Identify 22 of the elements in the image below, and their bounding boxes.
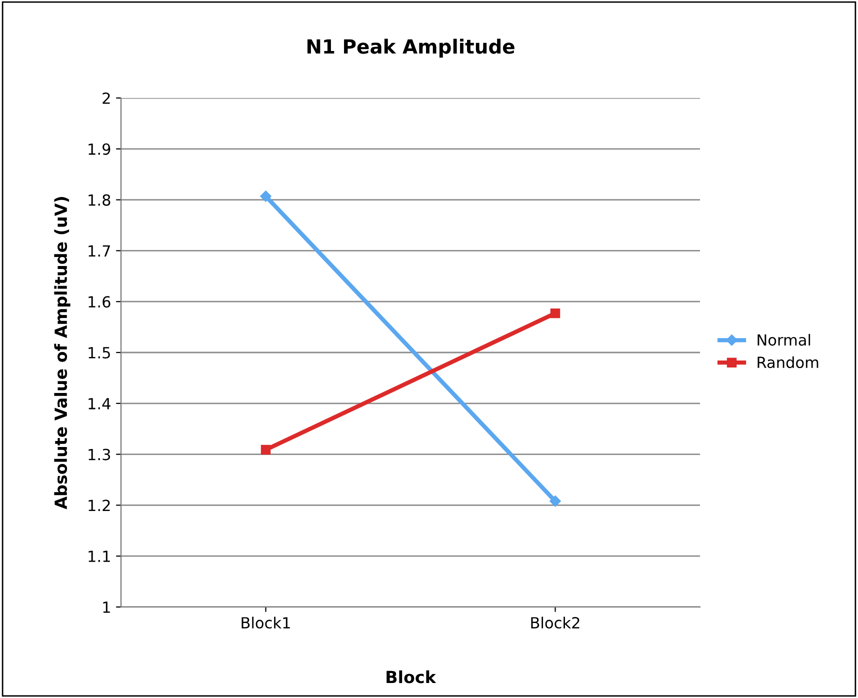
y-tick-label: 1.4: [88, 398, 110, 410]
x-axis-title: Block: [386, 670, 436, 684]
legend-label: Random: [758, 356, 818, 368]
y-tick-label: 1.7: [88, 245, 110, 257]
legend-label: Normal: [758, 334, 810, 346]
chart-title: N1 Peak Amplitude: [307, 38, 514, 58]
y-tick-label: 1.6: [88, 296, 110, 308]
point: [550, 496, 561, 507]
point: [550, 308, 560, 318]
y-tick-label: 1.2: [88, 500, 110, 512]
y-tick-label: 2: [102, 92, 110, 104]
point: [260, 444, 271, 455]
x-tick-label: Block1: [242, 616, 290, 629]
y-tick-label: 1: [103, 602, 110, 613]
point: [260, 190, 272, 202]
y-tick-label: 1.9: [88, 143, 110, 155]
y-axis-title: Absolute Value of Amplitude (uV): [54, 197, 70, 510]
y-tick-label: 1.1: [88, 550, 110, 562]
x-tick-label: Block2: [531, 616, 580, 629]
y-tick-label: 1.3: [88, 448, 110, 460]
y-tick-label: 1.5: [88, 347, 110, 359]
y-tick-label: 1.8: [88, 194, 110, 206]
